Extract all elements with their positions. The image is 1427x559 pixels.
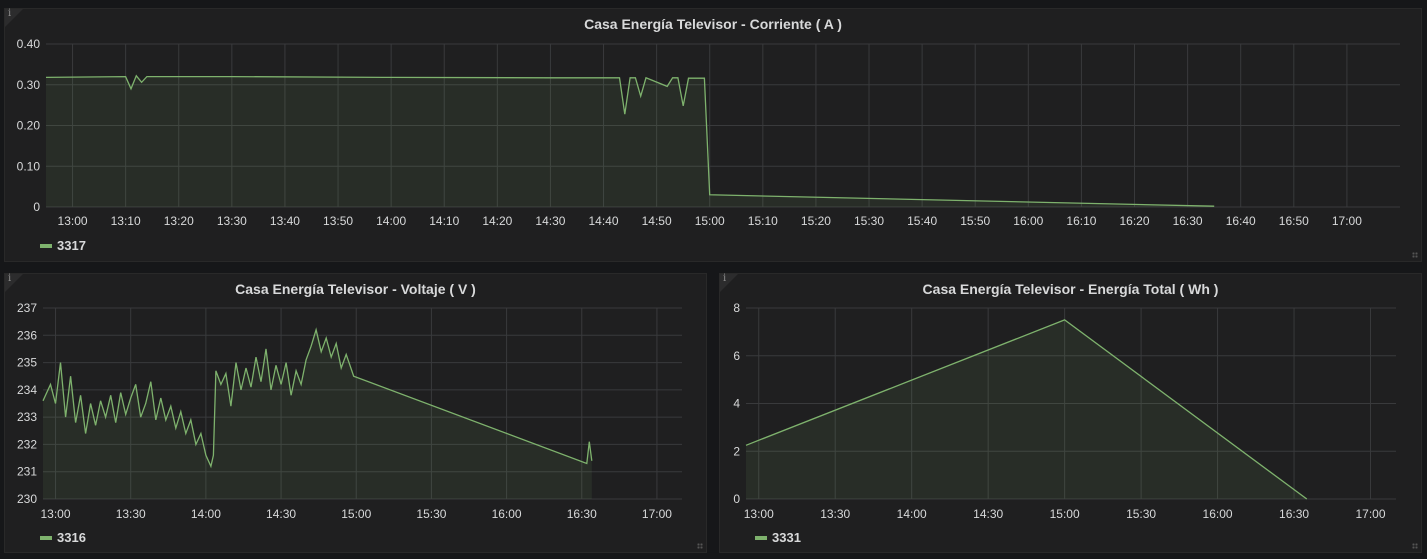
resize-handle[interactable] [1412,252,1418,258]
series-area-fill [746,319,1307,499]
x-tick-label: 16:30 [1279,507,1309,521]
x-tick-label: 14:30 [535,214,565,228]
y-tick-label: 234 [17,383,37,397]
grid-lines [46,43,1400,208]
y-tick-label: 0.20 [17,119,41,133]
series-line[interactable] [45,74,1215,207]
info-icon[interactable]: i [720,273,738,292]
x-tick-label: 15:20 [801,214,831,228]
x-tick-label: 15:00 [695,214,725,228]
panel-title-voltage[interactable]: Casa Energía Televisor - Voltaje ( V ) [235,281,476,297]
legend-voltage[interactable]: 3316 [40,530,86,545]
x-tick-label: 14:50 [642,214,672,228]
y-tick-label: 236 [17,328,37,342]
y-tick-label: 0 [733,492,740,506]
energy-chart: 13:00 13:30 14:00 14:30 15:00 15:30 16:00 16:30… [733,301,1396,521]
panel-voltage: i Casa Energía Televisor - Voltaje ( V )… [4,273,707,553]
y-tick-label: 231 [17,465,37,479]
x-tick-label: 13:00 [58,214,88,228]
legend-label: 3317 [57,238,86,253]
legend-swatch [755,535,767,540]
x-tick-label: 14:30 [266,507,296,521]
x-tick-label: 13:20 [164,214,194,228]
y-tick-label: 230 [17,492,37,506]
x-tick-label: 13:30 [820,507,850,521]
x-tick-label: 14:30 [973,507,1003,521]
x-tick-label: 14:00 [191,507,221,521]
y-tick-label: 2 [733,444,740,458]
legend-swatch [40,535,52,540]
y-tick-label: 235 [17,356,37,370]
resize-handle[interactable] [1412,543,1418,549]
x-tick-label: 15:30 [1126,507,1156,521]
legend-label: 3316 [57,530,86,545]
x-tick-label: 13:40 [270,214,300,228]
panel-energy: i Casa Energía Televisor - Energía Total… [719,273,1422,553]
x-tick-label: 13:30 [217,214,247,228]
y-tick-label: 233 [17,410,37,424]
legend-swatch [40,243,52,248]
x-tick-label: 16:10 [1066,214,1096,228]
x-tick-label: 13:00 [41,507,71,521]
info-icon[interactable]: i [5,273,23,292]
x-tick-label: 16:50 [1279,214,1309,228]
x-tick-label: 13:50 [323,214,353,228]
info-icon[interactable]: i [5,8,23,27]
x-tick-label: 15:30 [854,214,884,228]
x-tick-label: 13:30 [116,507,146,521]
x-tick-label: 16:30 [1173,214,1203,228]
x-tick-label: 14:00 [897,507,927,521]
grid-lines [43,307,682,500]
grid-lines [746,307,1396,500]
x-tick-label: 16:00 [492,507,522,521]
y-tick-label: 4 [733,397,740,411]
resize-handle[interactable] [697,543,703,549]
y-tick-label: 6 [733,349,740,363]
panel-title-current[interactable]: Casa Energía Televisor - Corriente ( A ) [584,16,842,32]
series-line[interactable] [745,319,1308,500]
series-area-fill [46,75,1215,207]
x-tick-label: 14:20 [482,214,512,228]
series-line[interactable] [42,327,593,469]
y-tick-label: 8 [733,301,740,315]
x-tick-label: 17:00 [1355,507,1385,521]
x-tick-label: 15:50 [960,214,990,228]
panel-title-energy[interactable]: Casa Energía Televisor - Energía Total (… [922,281,1219,297]
legend-energy[interactable]: 3331 [755,530,801,545]
y-tick-label: 0 [33,200,40,214]
x-tick-label: 15:30 [416,507,446,521]
x-tick-label: 13:10 [111,214,141,228]
x-tick-label: 14:40 [589,214,619,228]
series-area-fill [43,329,592,499]
x-tick-label: 16:40 [1226,214,1256,228]
x-tick-label: 15:00 [1050,507,1080,521]
panel-current: i Casa Energía Televisor - Corriente ( A… [4,8,1422,262]
y-tick-label: 232 [17,437,37,451]
x-tick-label: 16:00 [1013,214,1043,228]
legend-current[interactable]: 3317 [40,238,86,253]
x-tick-label: 13:00 [744,507,774,521]
x-tick-label: 16:30 [567,507,597,521]
y-tick-label: 237 [17,301,37,315]
x-tick-label: 15:00 [341,507,371,521]
x-tick-label: 15:10 [748,214,778,228]
x-tick-label: 14:10 [429,214,459,228]
x-tick-label: 14:00 [376,214,406,228]
y-tick-label: 0.30 [17,78,41,92]
legend-label: 3331 [772,530,801,545]
current-chart: 13:00 13:10 13:20 13:30 13:40 13:50 14:00 14:10… [17,37,1400,228]
x-tick-label: 15:40 [907,214,937,228]
x-tick-label: 16:20 [1119,214,1149,228]
y-tick-label: 0.40 [17,37,41,51]
x-tick-label: 17:00 [1332,214,1362,228]
x-tick-label: 16:00 [1203,507,1233,521]
x-tick-label: 17:00 [642,507,672,521]
y-tick-label: 0.10 [17,159,41,173]
voltage-chart: 13:00 13:30 14:00 14:30 15:00 15:30 16:00 16:30… [17,301,682,521]
